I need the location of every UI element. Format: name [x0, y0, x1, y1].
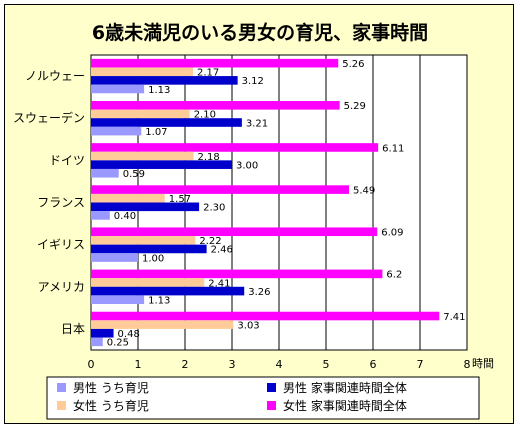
bar — [91, 244, 207, 254]
category-label: アメリカ — [38, 280, 85, 294]
value-labels: 5.26 2.17 3.12 1.13 5.29 2.10 3.21 1.07 6.11 2.18… — [107, 59, 466, 349]
value-label: 6.09 — [381, 228, 403, 239]
value-label: 2.41 — [208, 278, 230, 289]
bar-chart: 6歳未満児のいる男女の育児、家事時間 5.26 2.17 3.12 1.13 5.29 2… — [13, 21, 494, 420]
category-label: ドイツ — [49, 153, 85, 167]
x-tick-label: 0 — [88, 358, 95, 371]
bar — [91, 236, 196, 245]
category-label: イギリス — [37, 238, 85, 252]
x-tick-label: 5 — [323, 358, 330, 371]
bar — [91, 278, 205, 287]
bar — [91, 295, 145, 304]
bar — [91, 320, 234, 329]
value-label: 3.12 — [242, 76, 264, 87]
bars — [91, 58, 440, 347]
chart-frame: 6歳未満児のいる男女の育児、家事時間 5.26 2.17 3.12 1.13 5.29 2… — [4, 4, 514, 424]
value-label: 3.26 — [248, 287, 270, 298]
bar — [91, 202, 200, 212]
x-tick-label: 3 — [229, 358, 236, 371]
x-axis-label: 時間 — [472, 357, 494, 370]
bar — [91, 67, 193, 77]
value-label: 0.59 — [123, 169, 145, 180]
x-tick-label: 4 — [276, 358, 283, 371]
value-label: 3.00 — [236, 160, 258, 171]
value-label: 2.30 — [203, 203, 225, 214]
bar — [91, 193, 165, 203]
bar — [91, 311, 440, 321]
chart-title: 6歳未満児のいる男女の育児、家事時間 — [92, 21, 428, 44]
x-tick-label: 1 — [135, 358, 142, 371]
legend-swatch — [57, 401, 66, 410]
category-label: 日本 — [61, 322, 85, 336]
legend-swatch — [267, 383, 276, 392]
value-label: 3.03 — [237, 320, 259, 331]
value-label: 5.49 — [353, 185, 375, 196]
value-label: 0.48 — [118, 329, 140, 340]
value-label: 1.13 — [148, 295, 170, 306]
value-label: 1.57 — [169, 194, 191, 205]
category-label: スウェーデン — [13, 110, 85, 125]
category-label: ノルウェー — [25, 69, 85, 83]
value-label: 2.10 — [194, 110, 216, 121]
legend-label: 男性 家事関連時間全体 — [283, 380, 407, 395]
value-label: 6.2 — [386, 270, 402, 281]
bar — [91, 118, 242, 127]
value-label: 2.18 — [197, 152, 219, 163]
legend-swatch — [267, 401, 276, 410]
x-tick-labels: 0 1 2 3 4 5 6 7 8 — [88, 358, 471, 371]
bar — [91, 328, 114, 338]
bar — [91, 211, 110, 220]
category-label: フランス — [37, 196, 85, 210]
x-tick-label: 2 — [182, 358, 189, 371]
x-tick-label: 7 — [417, 358, 424, 371]
bar — [91, 76, 238, 85]
bar — [91, 109, 190, 119]
bar — [91, 286, 245, 296]
value-label: 2.17 — [197, 68, 219, 79]
legend-label: 女性 家事関連時間全体 — [283, 398, 407, 413]
bar — [91, 269, 383, 279]
bar — [91, 253, 138, 262]
bar — [91, 101, 340, 110]
bar — [91, 185, 350, 194]
value-label: 5.29 — [344, 101, 366, 112]
value-label: 5.26 — [342, 59, 364, 70]
value-label: 0.40 — [114, 211, 136, 222]
legend-box — [46, 376, 480, 420]
bar — [91, 84, 145, 94]
value-label: 1.13 — [148, 85, 170, 96]
value-label: 2.46 — [211, 245, 233, 256]
value-label: 3.21 — [246, 118, 268, 129]
value-label: 1.07 — [145, 127, 167, 138]
legend-swatch — [57, 383, 66, 392]
bar — [91, 151, 194, 161]
bar — [91, 227, 378, 237]
bar — [91, 160, 232, 169]
x-tick-label: 6 — [370, 358, 377, 371]
value-label: 7.41 — [443, 312, 465, 323]
value-label: 2.22 — [199, 236, 221, 247]
value-label: 6.11 — [382, 143, 404, 154]
x-tick-label: 8 — [464, 358, 471, 371]
bar — [91, 168, 119, 178]
bar — [91, 143, 379, 152]
legend-label: 男性 うち育児 — [73, 380, 149, 395]
value-label: 0.25 — [107, 338, 129, 349]
bar — [91, 58, 339, 68]
legend-label: 女性 うち育児 — [73, 398, 149, 413]
bar — [91, 126, 142, 136]
value-label: 1.00 — [142, 253, 164, 264]
bar — [91, 337, 103, 347]
